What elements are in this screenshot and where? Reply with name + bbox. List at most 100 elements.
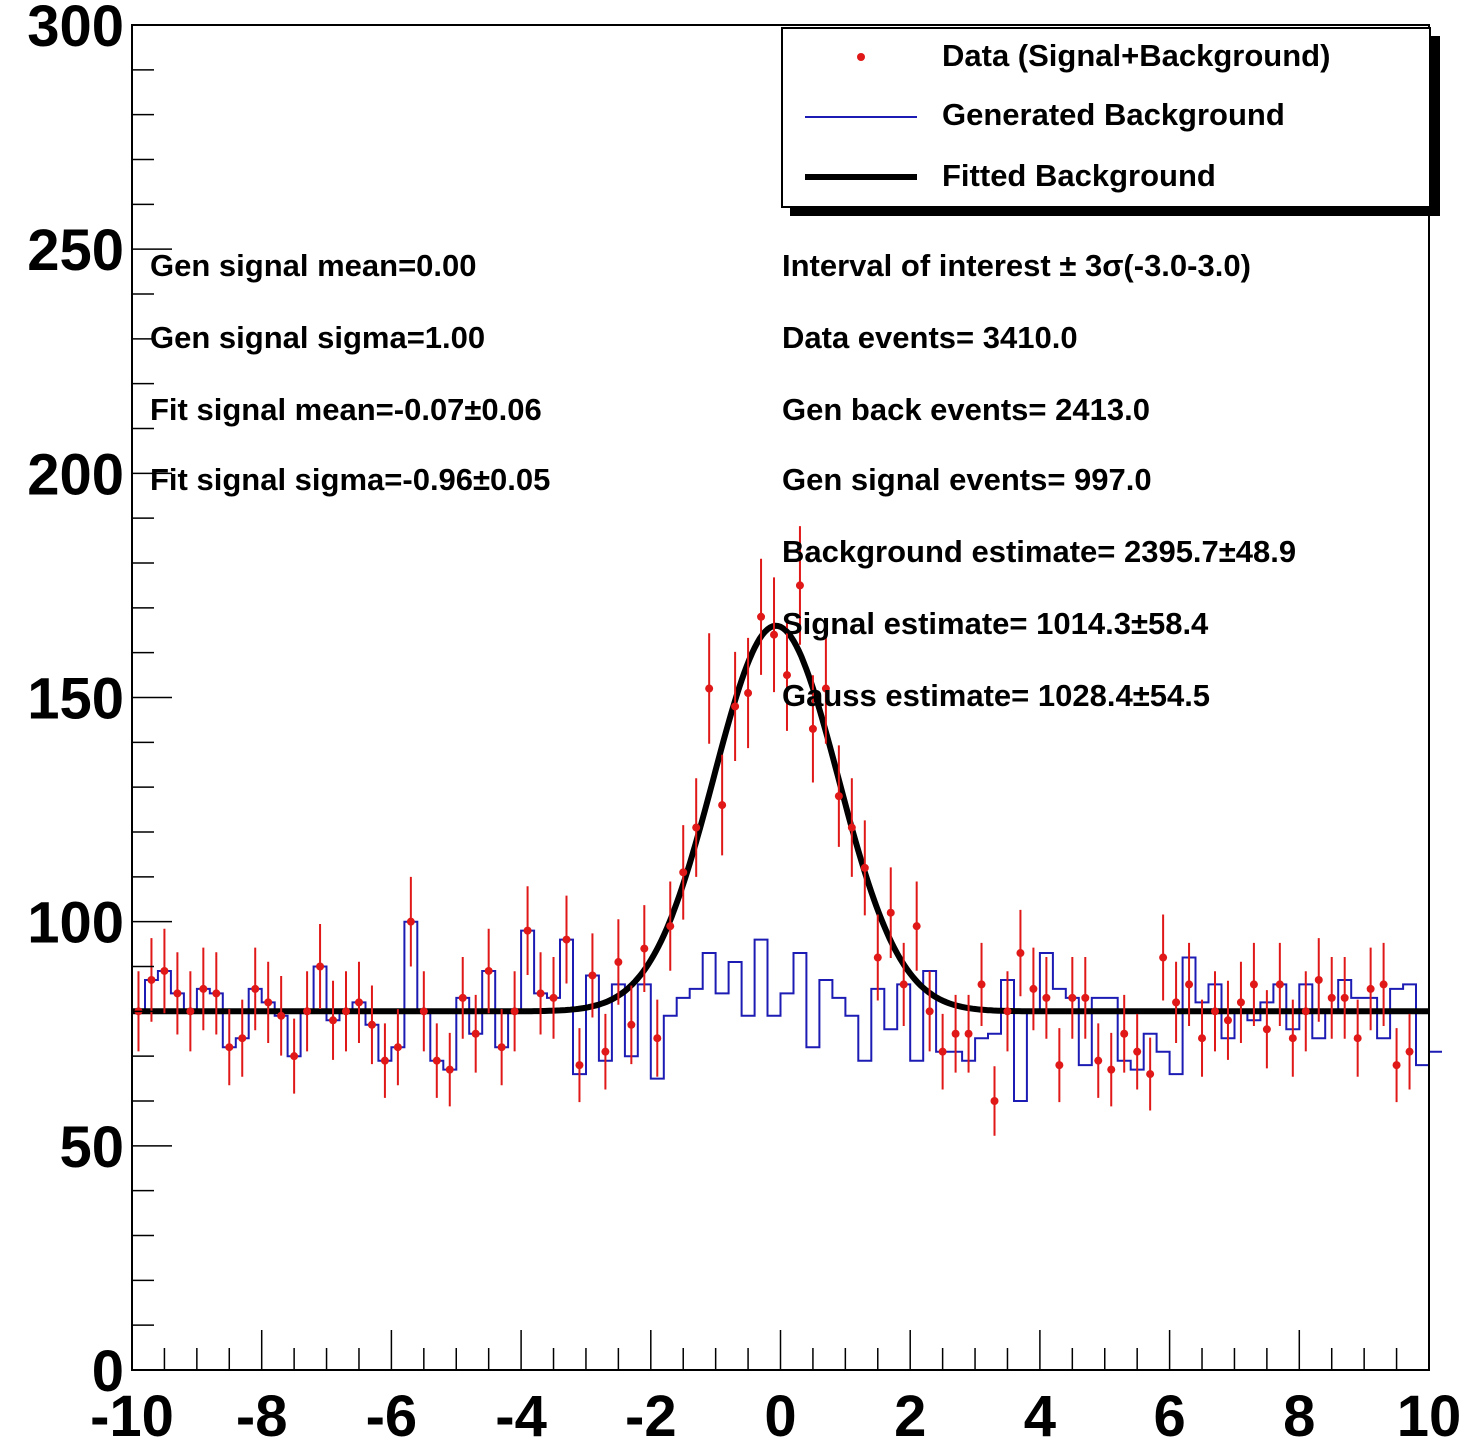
data-point [886, 908, 895, 917]
data-point [186, 1007, 195, 1016]
data-point [1146, 1070, 1155, 1079]
annotation-fit-signal-sigma: Fit signal sigma=-0.96±0.05 [150, 462, 550, 497]
data-point [705, 684, 714, 693]
data-point [718, 801, 727, 810]
data-point [1249, 980, 1258, 989]
data-point [238, 1034, 247, 1043]
data-point [380, 1056, 389, 1065]
data-point [316, 962, 325, 971]
annotation-fit-signal-mean: Fit signal mean=-0.07±0.06 [150, 392, 542, 427]
legend-label-generated-background: Generated Background [942, 97, 1285, 132]
data-point [225, 1043, 234, 1052]
data-point [627, 1020, 636, 1029]
data-point [757, 612, 766, 621]
data-point [1120, 1029, 1129, 1038]
y-tick-label: 200 [27, 442, 124, 507]
annotation-gen-signal-sigma: Gen signal sigma=1.00 [150, 320, 485, 355]
x-tick-label: -2 [625, 1384, 677, 1449]
data-point [160, 966, 169, 975]
data-point [199, 984, 208, 993]
data-point [523, 926, 532, 935]
data-point [536, 989, 545, 998]
data-point [1094, 1056, 1103, 1065]
legend-marker-data-icon [857, 53, 865, 61]
data-point [951, 1029, 960, 1038]
data-point [393, 1043, 402, 1052]
data-point [1133, 1047, 1142, 1056]
data-point [419, 1007, 428, 1016]
data-point [1327, 993, 1336, 1002]
legend-label-data: Data (Signal+Background) [942, 38, 1330, 73]
data-point [847, 823, 856, 832]
data-point [873, 953, 882, 962]
data-point [458, 993, 467, 1002]
data-point [1314, 975, 1323, 984]
data-point [497, 1043, 506, 1052]
data-point [1210, 1007, 1219, 1016]
data-point [964, 1029, 973, 1038]
data-point [1068, 993, 1077, 1002]
data-point [277, 1011, 286, 1020]
x-tick-label: 4 [1024, 1384, 1056, 1449]
y-tick-label: 150 [27, 667, 124, 732]
x-tick-label: 8 [1283, 1384, 1315, 1449]
data-point [1301, 1007, 1310, 1016]
data-point [1236, 998, 1245, 1007]
data-point [510, 1007, 519, 1016]
y-tick-label: 300 [27, 0, 124, 59]
data-point [744, 689, 753, 698]
data-point [1016, 949, 1025, 958]
annotation-gen-signal-events: Gen signal events= 997.0 [782, 462, 1152, 497]
data-point [1353, 1034, 1362, 1043]
data-point [834, 792, 843, 801]
data-point [264, 998, 273, 1007]
data-point [912, 922, 921, 931]
data-point [1042, 993, 1051, 1002]
x-tick-label: 6 [1153, 1384, 1185, 1449]
data-point [354, 998, 363, 1007]
data-point [731, 702, 740, 711]
y-tick-label: 100 [27, 891, 124, 956]
data-point [782, 671, 791, 680]
data-point [1029, 984, 1038, 993]
axis-layer: 0 50 100 150 200 250 300 -10 -8 -6 -4 -2 0 2 4 6 8 10 [27, 0, 1461, 1449]
x-tick-label: -4 [495, 1384, 547, 1449]
data-point [977, 980, 986, 989]
data-point [549, 993, 558, 1002]
data-point [808, 724, 817, 733]
data-point [1223, 1016, 1232, 1025]
data-point [1003, 1007, 1012, 1016]
data-point [173, 989, 182, 998]
data-point [1405, 1047, 1414, 1056]
data-point [1198, 1034, 1207, 1043]
y-tick-label: 250 [27, 218, 124, 283]
data-point [1275, 980, 1284, 989]
data-point [212, 989, 221, 998]
data-point [1055, 1061, 1064, 1070]
data-point [1262, 1025, 1271, 1034]
y-tick-label: 50 [59, 1115, 124, 1180]
data-point [1159, 953, 1168, 962]
data-point [1172, 998, 1181, 1007]
data-point [679, 868, 688, 877]
data-point [329, 1016, 338, 1025]
data-point [795, 581, 804, 590]
data-point [653, 1034, 662, 1043]
x-tick-label: 10 [1397, 1384, 1462, 1449]
annotation-gen-signal-mean: Gen signal mean=0.00 [150, 248, 477, 283]
data-point [1288, 1034, 1297, 1043]
data-point [614, 958, 623, 967]
data-point [251, 984, 260, 993]
data-point [1107, 1065, 1116, 1074]
legend: Data (Signal+Background) Generated Backg… [781, 27, 1440, 216]
y-tick-label: 0 [92, 1339, 124, 1404]
x-tick-label: -6 [366, 1384, 418, 1449]
data-point [666, 922, 675, 931]
data-point [406, 917, 415, 926]
x-tick-label: 2 [894, 1384, 926, 1449]
data-point [588, 971, 597, 980]
x-tick-label: -8 [236, 1384, 288, 1449]
data-point [938, 1047, 947, 1056]
